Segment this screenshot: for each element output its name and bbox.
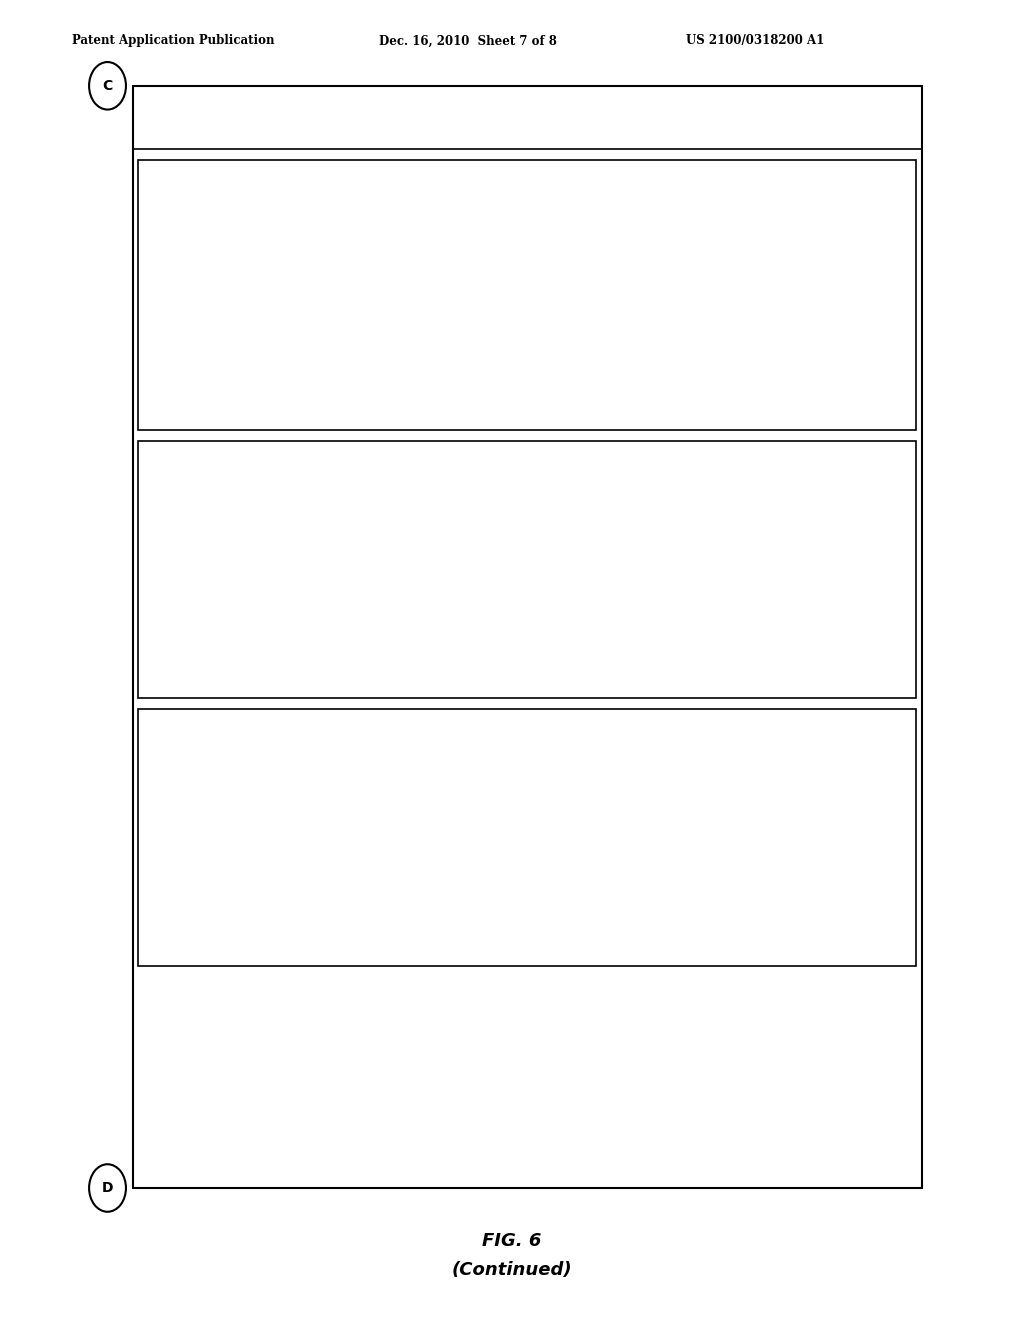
Point	[647, 277, 664, 298]
Point	[796, 272, 812, 293]
Text: D: D	[101, 1181, 114, 1195]
Point	[425, 277, 441, 298]
Y-axis label: Outdoor Humidity: Outdoor Humidity	[166, 500, 179, 619]
Text: OverrideHVAC+Lights: OverrideHVAC+Lights	[214, 319, 368, 333]
Point	[366, 272, 382, 293]
Text: June 28: June 28	[607, 111, 659, 124]
Text: Override_Ext_2HR: Override_Ext_2HR	[214, 407, 339, 420]
Text: US 2100/0318200 A1: US 2100/0318200 A1	[686, 34, 824, 48]
Text: ▼: ▼	[705, 112, 713, 123]
Point	[766, 277, 782, 298]
Point	[195, 380, 211, 401]
Point	[262, 272, 279, 293]
X-axis label: Hour of Day: Hour of Day	[508, 323, 596, 337]
Point	[337, 259, 353, 280]
FancyBboxPatch shape	[559, 90, 732, 145]
Text: Dec. 16, 2010  Sheet 7 of 8: Dec. 16, 2010 Sheet 7 of 8	[379, 34, 557, 48]
Point	[195, 338, 211, 359]
Point	[307, 279, 324, 300]
Text: Override_Lights_2HR: Override_Lights_2HR	[214, 363, 360, 376]
Y-axis label: Zone Temperature: Zone Temperature	[166, 767, 179, 888]
Text: FIG. 6: FIG. 6	[482, 1232, 542, 1250]
Text: 470: 470	[665, 193, 762, 260]
Text: ▼: ▼	[500, 112, 508, 123]
Point	[322, 268, 338, 289]
Point	[195, 359, 211, 380]
Point	[810, 268, 826, 289]
Point	[780, 251, 797, 272]
X-axis label: Hour of Day: Hour of Day	[510, 939, 598, 952]
Point	[440, 272, 457, 293]
Point	[195, 315, 211, 337]
Text: C: C	[102, 79, 113, 92]
Text: Overview: Overview	[369, 111, 434, 124]
Point	[617, 272, 634, 293]
Text: Comfort Indicators (Hourly Temperature Profile): Comfort Indicators (Hourly Temperature P…	[201, 721, 599, 735]
FancyBboxPatch shape	[330, 90, 536, 145]
Text: Patent Application Publication: Patent Application Publication	[72, 34, 274, 48]
Text: Override_Lights_4HR: Override_Lights_4HR	[214, 384, 360, 397]
Text: (Continued): (Continued)	[452, 1261, 572, 1279]
Point	[381, 202, 397, 223]
Point	[395, 268, 412, 289]
Point	[195, 403, 211, 424]
Text: Alarm Performance: Alarm Performance	[197, 162, 356, 177]
Point	[381, 277, 397, 298]
X-axis label: Hour of Day: Hour of Day	[510, 671, 598, 684]
Point	[351, 277, 368, 298]
Text: Override_Lights_Button: Override_Lights_Button	[214, 342, 379, 355]
Point	[411, 272, 427, 293]
Text: Load Indicators (Hourly Outdoor Humidity Profile): Load Indicators (Hourly Outdoor Humidity…	[201, 453, 613, 467]
Point	[218, 268, 234, 289]
